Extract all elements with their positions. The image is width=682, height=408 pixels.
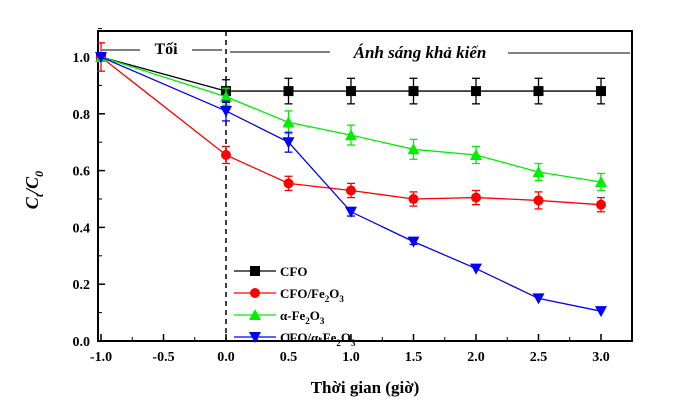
data-point: [95, 52, 107, 63]
data-point: [471, 86, 481, 97]
data-point: [533, 195, 544, 206]
data-point: [407, 143, 420, 155]
data-point: [471, 192, 481, 203]
data-point: [345, 129, 357, 141]
light-label: Ánh sáng khả kiến: [353, 43, 487, 62]
data-point: [408, 86, 419, 97]
legend-label: CFO/Fe2O3: [280, 286, 344, 304]
legend-label: CFO: [280, 264, 307, 279]
series-CFO/α-Fe2O3: [95, 52, 607, 318]
series-CFO: [96, 52, 606, 105]
series-line: [100, 56, 602, 206]
data-point: [346, 185, 356, 196]
data-point: [470, 148, 482, 160]
x-tick-label: 3.0: [592, 350, 610, 365]
y-tick-label: 0.4: [73, 221, 91, 236]
legend-marker: [249, 309, 261, 320]
x-tick-label: 1.0: [342, 350, 360, 365]
data-point: [595, 175, 607, 187]
data-point: [408, 194, 419, 204]
data-point: [220, 90, 232, 102]
x-tick-label: 2.5: [530, 350, 548, 365]
x-axis-label: Thời gian (giờ): [311, 378, 420, 397]
series-α-Fe2O3: [95, 51, 607, 192]
x-tick-label: 2.0: [467, 350, 485, 365]
plot-frame: [97, 30, 633, 342]
series-CFO/Fe2O3: [96, 42, 606, 213]
data-point: [220, 105, 232, 117]
data-point: [596, 199, 606, 210]
data-point: [282, 137, 295, 149]
legend-item: α-Fe2O3: [234, 308, 325, 326]
x-tick-label: 0.0: [217, 350, 235, 365]
data-point: [221, 149, 231, 160]
legend-item: CFO/α-Fe2O3: [234, 330, 356, 348]
dark-label: Tối: [154, 41, 178, 58]
legend-marker: [249, 332, 261, 343]
data-point: [346, 86, 356, 97]
legend-label: α-Fe2O3: [280, 308, 325, 326]
data-point: [282, 116, 295, 128]
y-tick-label: 0.8: [73, 108, 91, 123]
data-point: [532, 293, 545, 305]
data-point: [345, 206, 357, 218]
legend-marker: [250, 266, 260, 276]
data-point: [532, 166, 545, 178]
data-point: [283, 178, 294, 189]
legend-marker: [250, 288, 260, 298]
y-axis-label: Ct/C0: [22, 171, 46, 209]
series-line: [100, 56, 602, 312]
x-tick-label: -0.5: [152, 350, 174, 365]
data-point: [283, 86, 294, 97]
legend-item: CFO/Fe2O3: [234, 286, 344, 304]
y-tick-label: 0.0: [73, 335, 91, 350]
data-point: [470, 263, 482, 275]
legend-item: CFO: [234, 264, 307, 279]
x-tick-label: 0.5: [280, 350, 298, 365]
series-line: [100, 56, 602, 183]
x-tick-label: -1.0: [90, 350, 112, 365]
y-tick-label: 0.6: [73, 165, 91, 180]
data-point: [407, 236, 420, 248]
y-tick-label: 1.0: [73, 51, 91, 66]
data-point: [596, 86, 606, 97]
x-tick-label: 1.5: [405, 350, 423, 365]
y-tick-label: 0.2: [73, 278, 91, 293]
legend-label: CFO/α-Fe2O3: [280, 330, 356, 348]
data-point: [533, 86, 544, 97]
data-point: [595, 306, 607, 318]
series-line: [100, 56, 601, 92]
